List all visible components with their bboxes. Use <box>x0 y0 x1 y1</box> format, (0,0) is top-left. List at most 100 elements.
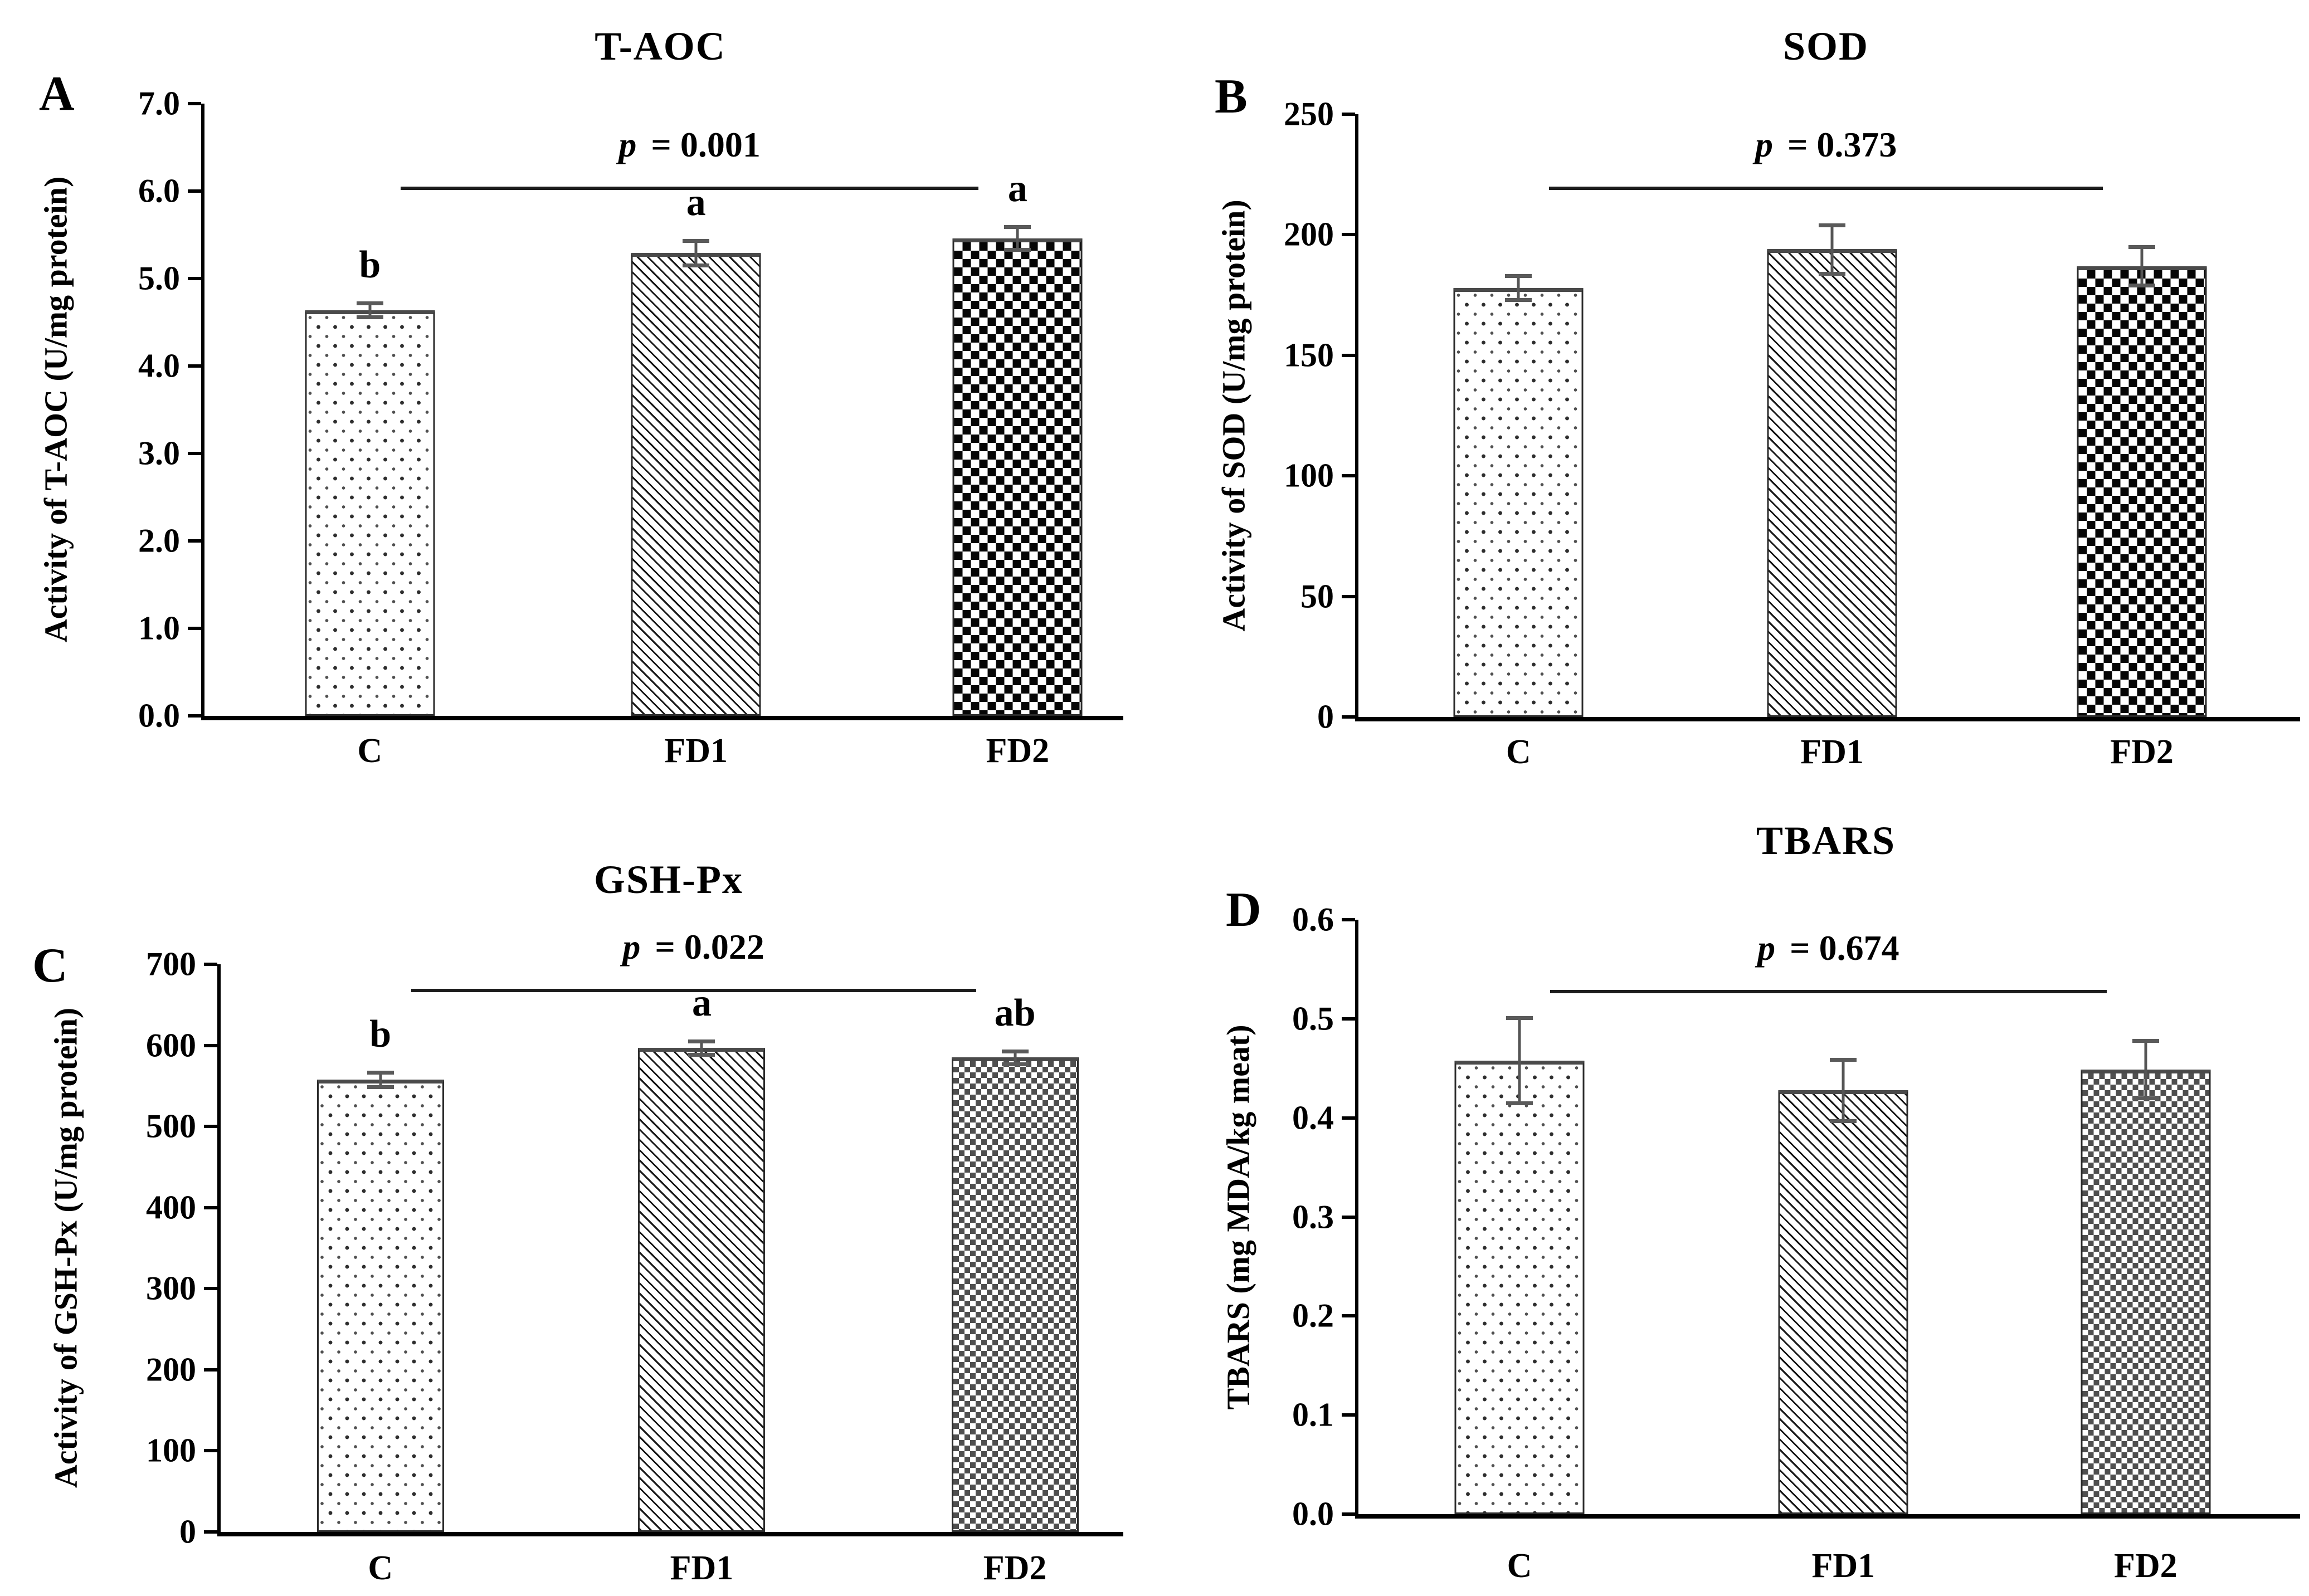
panel-letter-C: C <box>32 939 68 993</box>
p-symbol: p <box>1757 928 1776 968</box>
y-tick <box>188 364 201 368</box>
p-value-label: p = 0.373 <box>1755 124 1897 165</box>
y-tick-label: 6.0 <box>138 172 180 209</box>
y-tick <box>204 1368 217 1372</box>
bar-FD2-D <box>2081 1069 2211 1514</box>
p-value-label: p = 0.001 <box>618 124 760 165</box>
error-bar-cap-bottom <box>1506 1101 1533 1105</box>
error-bar-cap-bottom <box>683 263 710 268</box>
panel-B-y-axis-label: Activity of SOD (U/mg protein) <box>1215 199 1252 632</box>
y-tick <box>1342 113 1355 116</box>
y-tick-label: 2.0 <box>138 522 180 559</box>
p-value-text: = 0.001 <box>642 125 761 165</box>
significance-bracket <box>1549 186 2103 190</box>
y-tick <box>1342 233 1355 237</box>
bar-FD1-D <box>1778 1090 1908 1514</box>
error-bar <box>2144 1040 2147 1099</box>
bar-C-B <box>1453 287 1584 717</box>
y-tick-label: 0.5 <box>1292 1000 1334 1037</box>
panel-B-plot-area: 0 50 100 150 200 250 C FD1 FD2 p = 0.373 <box>1284 96 2300 771</box>
y-tick-label: 0 <box>179 1513 196 1550</box>
y-tick-label: 100 <box>146 1432 196 1469</box>
y-tick-label: 200 <box>146 1351 196 1388</box>
x-tick-label-C: C <box>368 1549 393 1587</box>
y-tick <box>1342 1215 1355 1219</box>
y-tick <box>1342 715 1355 719</box>
error-bar-cap-top <box>1506 1016 1533 1021</box>
error-bar-cap-top <box>1830 1057 1857 1062</box>
error-bar-cap-bottom <box>1004 248 1031 252</box>
y-tick-label: 700 <box>146 945 196 983</box>
error-bar <box>1014 1051 1017 1065</box>
bar-FD1-B <box>1767 249 1897 717</box>
x-tick-label-FD2: FD2 <box>2110 733 2174 771</box>
bar-FD2-C <box>951 1057 1079 1532</box>
y-tick <box>1342 594 1355 598</box>
bar-C-C <box>316 1079 444 1532</box>
y-tick <box>1342 353 1355 357</box>
panel-D-plot-area: 0.0 0.1 0.2 0.3 0.4 0.5 0.6 C FD1 FD2 p = 0.674 <box>1292 901 2300 1585</box>
error-bar <box>1016 227 1019 250</box>
y-tick-label: 0.0 <box>138 697 180 734</box>
bar-C-A <box>305 310 435 716</box>
error-bar <box>1830 225 1834 274</box>
error-bar-cap-top <box>2128 245 2156 250</box>
error-bar-cap-top <box>1001 1049 1029 1053</box>
error-bar <box>1518 1018 1521 1103</box>
y-tick-label: 300 <box>146 1270 196 1307</box>
error-bar <box>1517 275 1520 300</box>
significance-letter: a <box>1007 167 1027 211</box>
panel-D-title: TBARS <box>1756 818 1896 863</box>
error-bar-cap-bottom <box>2128 284 2156 288</box>
y-tick <box>1342 1116 1355 1120</box>
x-tick-label-FD2: FD2 <box>986 732 1050 770</box>
error-bar-cap-bottom <box>1505 298 1532 302</box>
y-tick-label: 5.0 <box>138 260 180 297</box>
error-bar-cap-bottom <box>1819 271 1846 276</box>
x-tick-label-C: C <box>357 732 383 770</box>
error-bar-cap-bottom <box>688 1052 715 1057</box>
x-tick-label-FD1: FD1 <box>1800 733 1864 771</box>
y-tick <box>204 1205 217 1209</box>
panel-A-title: T-AOC <box>595 24 726 69</box>
y-tick-label: 150 <box>1284 336 1334 374</box>
y-tick <box>188 714 201 718</box>
panel-letter-D: D <box>1226 883 1261 937</box>
p-value-text: = 0.022 <box>646 926 764 967</box>
panel-B-title: SOD <box>1782 24 1869 69</box>
x-tick-label-FD2: FD2 <box>983 1549 1047 1587</box>
error-bar-cap-bottom <box>2132 1096 2159 1101</box>
y-tick-label: 0.4 <box>1292 1099 1334 1136</box>
error-bar <box>2140 247 2144 286</box>
panel-D-y-axis-label: TBARS (mg MDA/kg meat) <box>1220 1024 1256 1410</box>
y-tick <box>188 627 201 630</box>
panel-C-y-axis-label: Activity of GSH-Px (U/mg protein) <box>47 1007 84 1488</box>
y-tick <box>1342 1314 1355 1318</box>
bar-FD2-A <box>952 238 1083 716</box>
y-tick <box>188 102 201 105</box>
error-bar-cap-bottom <box>356 315 383 320</box>
error-bar-cap-bottom <box>367 1085 394 1089</box>
significance-letter: b <box>369 1012 392 1056</box>
p-value-label: p = 0.674 <box>1757 928 1899 969</box>
p-value-text: = 0.674 <box>1781 928 1899 968</box>
y-tick-label: 400 <box>146 1189 196 1226</box>
error-bar <box>379 1072 382 1087</box>
panel-letter-B: B <box>1215 70 1248 124</box>
error-bar-cap-top <box>1505 274 1532 278</box>
p-symbol: p <box>1755 124 1773 164</box>
y-tick-label: 0.6 <box>1292 901 1334 938</box>
panel-letter-A: A <box>39 67 75 121</box>
bar-FD2-B <box>2077 266 2207 717</box>
error-bar <box>368 302 372 318</box>
y-tick-label: 0.0 <box>1292 1495 1334 1532</box>
error-bar-cap-top <box>688 1039 715 1044</box>
y-tick <box>204 1287 217 1291</box>
y-tick-label: 50 <box>1300 578 1334 615</box>
y-tick-label: 0 <box>1317 698 1334 735</box>
y-tick <box>188 539 201 543</box>
error-bar-cap-bottom <box>1830 1119 1857 1123</box>
significance-bracket <box>1550 990 2107 994</box>
